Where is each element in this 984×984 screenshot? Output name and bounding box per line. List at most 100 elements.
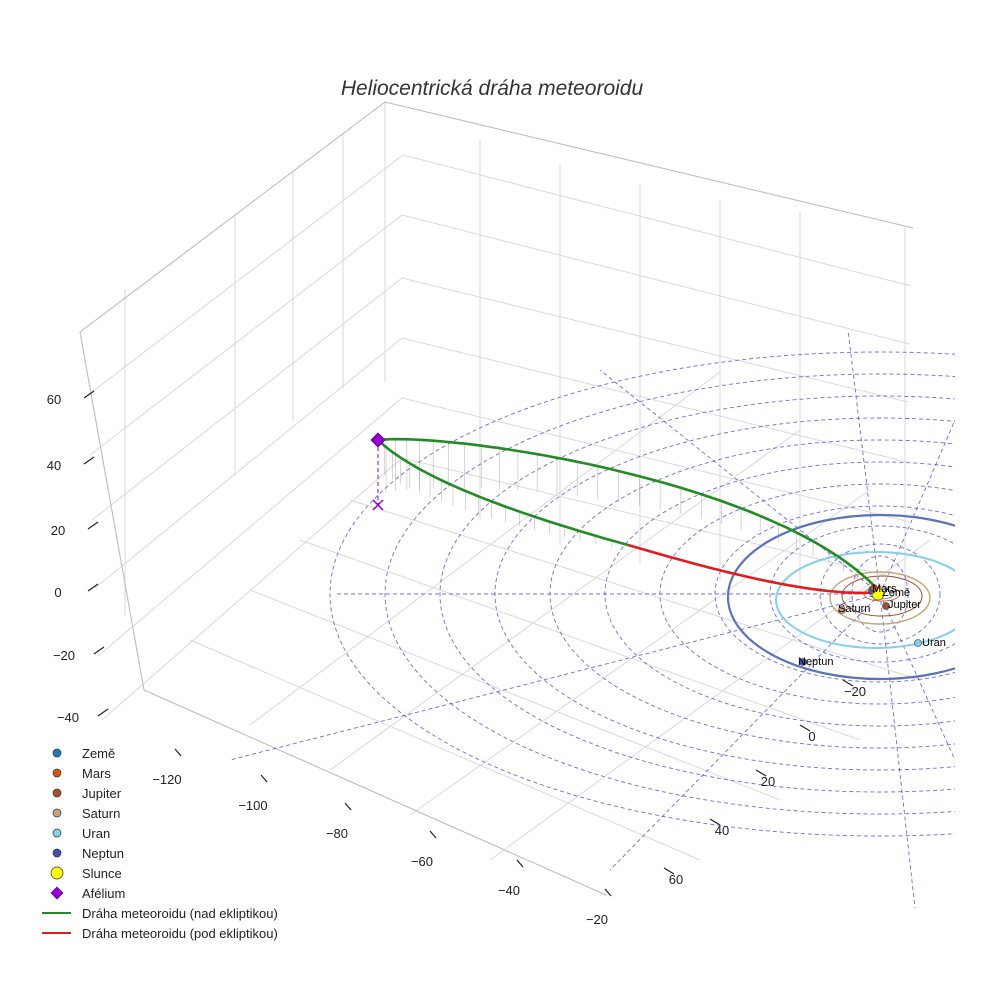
legend-marker bbox=[52, 848, 62, 858]
y-tick-label: −20 bbox=[844, 684, 866, 699]
jupiter-orbit bbox=[841, 575, 923, 617]
x-tick-mark bbox=[260, 774, 268, 783]
legend-label: Země bbox=[82, 746, 115, 761]
legend-label: Dráha meteoroidu (nad ekliptikou) bbox=[82, 906, 278, 921]
grid-line bbox=[89, 214, 910, 456]
legend-label: Afélium bbox=[82, 886, 125, 901]
planet-label: Saturn bbox=[838, 603, 870, 615]
y-tick-label: 60 bbox=[669, 872, 683, 887]
grid-line bbox=[409, 489, 871, 816]
axis-ticks: 60 40 20 0 −20 −40 −120 −100 −80 −60 −40 −20 −20 0 20 4… bbox=[47, 390, 866, 927]
ecliptic-ring bbox=[439, 395, 955, 793]
z-tick-mark bbox=[87, 583, 99, 592]
grid-line bbox=[189, 639, 701, 861]
trajectory-above-ecliptic bbox=[377, 437, 881, 593]
chart-title: Heliocentrická dráha meteoroidu bbox=[341, 77, 644, 100]
legend-label: Uran bbox=[82, 826, 110, 841]
x-tick-label: −40 bbox=[498, 883, 520, 898]
legend-label: Slunce bbox=[82, 866, 122, 881]
planet-label: Neptun bbox=[798, 656, 833, 668]
y-tick-label: 0 bbox=[808, 729, 815, 744]
z-tick-mark bbox=[97, 708, 109, 717]
neptune-orbit bbox=[726, 513, 955, 681]
planet-marker bbox=[838, 606, 846, 614]
x-tick-mark bbox=[174, 748, 182, 757]
ecliptic-radial bbox=[879, 419, 955, 595]
legend-label: Jupiter bbox=[82, 786, 122, 801]
legend-label: Dráha meteoroidu (pod ekliptikou) bbox=[82, 926, 278, 941]
legend-marker bbox=[50, 886, 64, 900]
x-tick-mark bbox=[429, 830, 437, 839]
z-tick-mark bbox=[83, 456, 95, 465]
y-tick-mark bbox=[663, 867, 675, 875]
legend-marker bbox=[52, 808, 62, 818]
saturn-orbit bbox=[829, 571, 931, 625]
x-tick-mark bbox=[344, 802, 352, 811]
box-edge bbox=[79, 101, 914, 333]
x-tick-label: −120 bbox=[152, 772, 181, 787]
planet-label: Jupiter bbox=[888, 599, 921, 611]
x-tick-label: −60 bbox=[411, 854, 433, 869]
z-tick-label: 20 bbox=[51, 523, 65, 538]
axis-panes bbox=[79, 101, 931, 896]
grid-line bbox=[249, 371, 721, 726]
planet-marker bbox=[870, 584, 878, 592]
meteoroid-trajectory bbox=[377, 437, 881, 595]
z-tick-label: −20 bbox=[53, 648, 75, 663]
ecliptic-radial bbox=[847, 329, 881, 595]
ecliptic-ring bbox=[769, 525, 955, 663]
aphelion-projection-marker bbox=[372, 499, 384, 511]
y-tick-mark bbox=[709, 818, 721, 826]
y-tick-label: 40 bbox=[715, 823, 729, 838]
legend-marker bbox=[50, 866, 64, 880]
x-tick-label: −100 bbox=[238, 798, 267, 813]
grid-line bbox=[91, 277, 909, 521]
legend-label: Neptun bbox=[82, 846, 124, 861]
z-tick-label: −40 bbox=[57, 710, 79, 725]
z-tick-label: 40 bbox=[47, 458, 61, 473]
y-tick-mark bbox=[799, 724, 811, 732]
aphelion-marker bbox=[370, 432, 386, 448]
legend-label: Mars bbox=[82, 766, 111, 781]
ecliptic-radial bbox=[879, 593, 916, 909]
x-tick-mark bbox=[604, 888, 612, 897]
z-tick-mark bbox=[93, 646, 105, 655]
grid-line bbox=[87, 154, 912, 396]
planet-label: Uran bbox=[922, 637, 946, 649]
ecliptic-radial bbox=[609, 593, 881, 871]
grid-line bbox=[249, 589, 781, 801]
trajectory-above-ecliptic bbox=[377, 439, 629, 547]
legend-marker bbox=[52, 788, 62, 798]
ecliptic-ring bbox=[384, 373, 955, 815]
legend-marker bbox=[52, 748, 62, 758]
ecliptic-ring bbox=[851, 555, 909, 633]
y-tick-mark bbox=[755, 769, 767, 777]
z-tick-label: 60 bbox=[47, 392, 61, 407]
trajectory-below-ecliptic bbox=[627, 543, 881, 595]
z-tick-mark bbox=[83, 390, 95, 399]
x-tick-label: −20 bbox=[586, 912, 608, 927]
planet-marker bbox=[799, 658, 807, 666]
grid-line bbox=[329, 429, 801, 771]
ecliptic-ring bbox=[819, 543, 941, 645]
planet-label: Mars bbox=[872, 583, 897, 595]
planet-marker bbox=[882, 602, 890, 610]
legend: Země Mars Jupiter Saturn Uran Neptun Slunce Afé… bbox=[42, 746, 278, 941]
y-tick-label: 20 bbox=[761, 774, 775, 789]
z-tick-label: 0 bbox=[54, 585, 61, 600]
grid-line bbox=[299, 539, 861, 741]
legend-marker bbox=[52, 828, 62, 838]
uranus-orbit bbox=[775, 551, 955, 649]
planet-marker bbox=[914, 639, 922, 647]
legend-label: Saturn bbox=[82, 806, 120, 821]
legend-marker bbox=[52, 768, 62, 778]
x-tick-mark bbox=[516, 859, 524, 868]
ecliptic-ring bbox=[329, 351, 955, 837]
box-edge bbox=[79, 331, 607, 896]
z-tick-mark bbox=[87, 521, 99, 530]
x-tick-label: −80 bbox=[326, 826, 348, 841]
planet-label: Země bbox=[882, 587, 910, 599]
grid-line bbox=[94, 337, 908, 589]
